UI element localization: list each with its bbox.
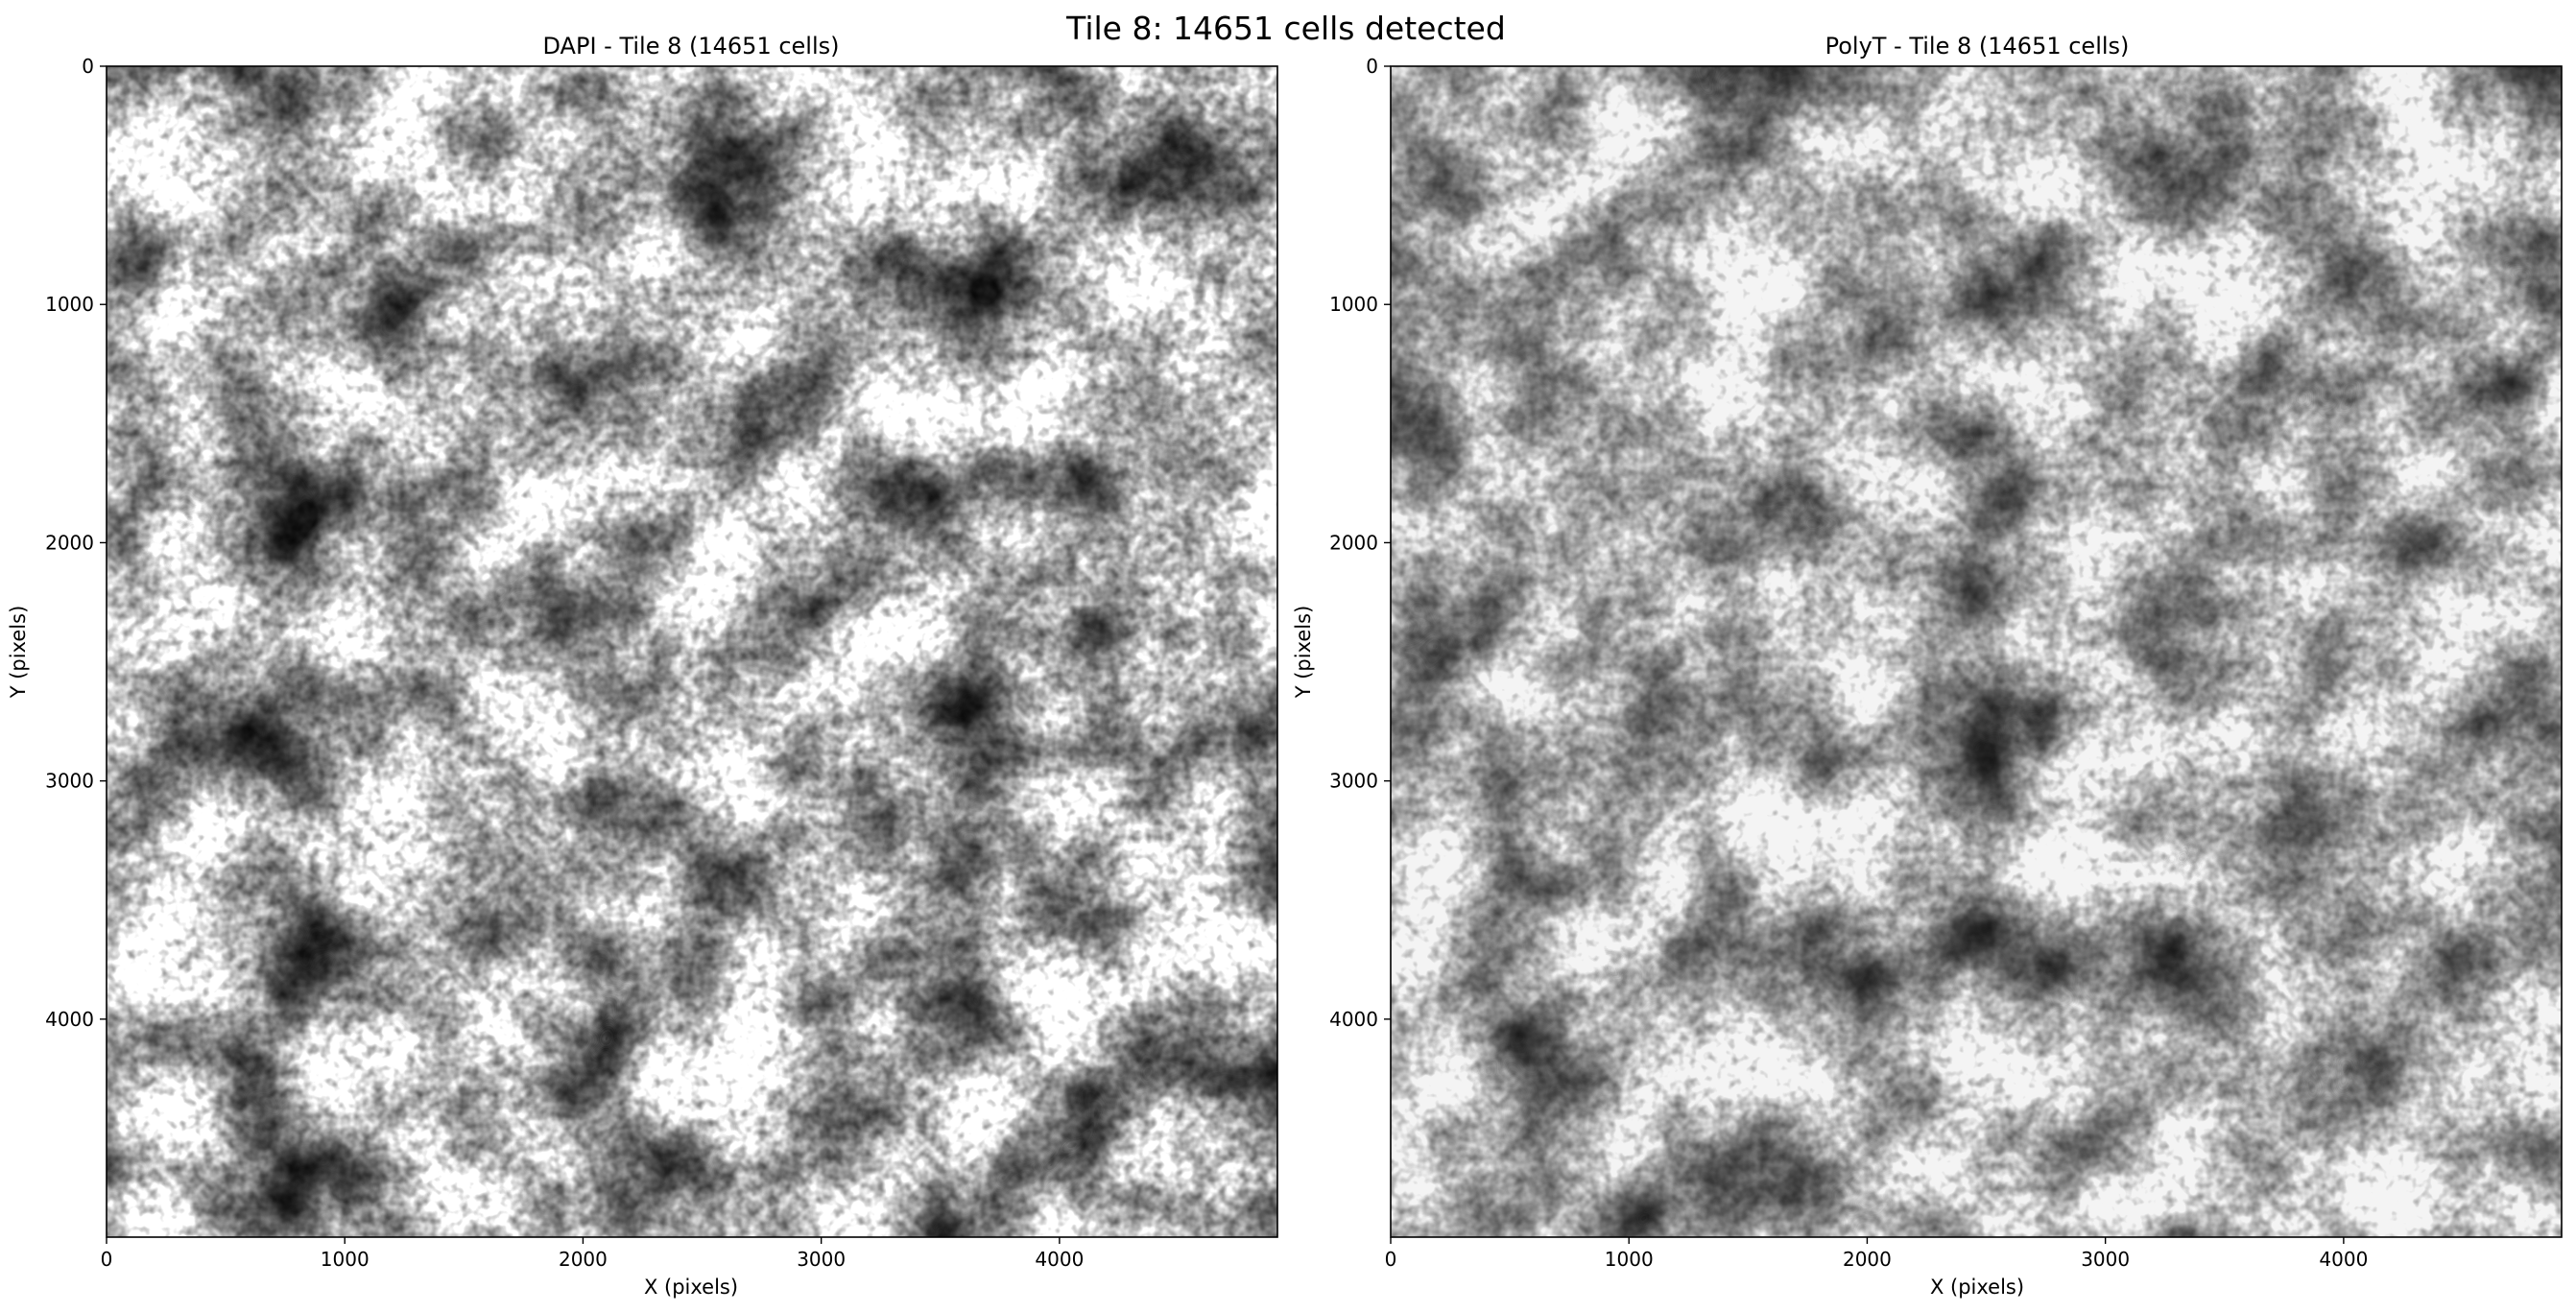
polyt-axes-frame [1390, 65, 2563, 1238]
dapi-y-tick-label: 2000 [45, 531, 94, 554]
dapi-x-tick-label: 1000 [321, 1248, 370, 1271]
polyt-y-tick-label: 4000 [1329, 1008, 1378, 1031]
polyt-ticks: 0 1000 2000 3000 4000 0 1000 2000 3000 4000 [1329, 55, 2368, 1271]
dapi-y-tick-label: 4000 [45, 1008, 94, 1031]
dapi-ticks: 0 1000 2000 3000 4000 0 1000 2000 3000 4000 [45, 55, 1084, 1271]
dapi-y-tick-label: 3000 [45, 770, 94, 793]
dapi-x-axis-label: X (pixels) [644, 1276, 738, 1299]
panel-polyt: PolyT - Tile 8 (14651 cells) 0 1000 2000 30… [1292, 33, 2563, 1299]
panel-title-polyt: PolyT - Tile 8 (14651 cells) [1825, 33, 2130, 60]
dapi-y-axis-label: Y (pixels) [7, 606, 30, 700]
polyt-y-tick-label: 1000 [1329, 293, 1378, 316]
polyt-y-tick-label: 0 [1366, 55, 1378, 78]
polyt-x-tick-label: 3000 [2081, 1248, 2130, 1271]
dapi-x-tick-label: 0 [101, 1248, 113, 1271]
polyt-x-tick-label: 4000 [2319, 1248, 2368, 1271]
panel-dapi: DAPI - Tile 8 (14651 cells) 0 1000 2000 300… [7, 33, 1278, 1299]
figure-suptitle: Tile 8: 14651 cells detected [1065, 10, 1506, 47]
dapi-axes-frame [106, 65, 1278, 1238]
polyt-x-tick-label: 2000 [1843, 1248, 1892, 1271]
polyt-microscopy-image [1391, 66, 2562, 1237]
dapi-microscopy-image [107, 66, 1277, 1237]
dapi-x-tick-label: 2000 [559, 1248, 608, 1271]
polyt-y-tick-label: 3000 [1329, 770, 1378, 793]
polyt-y-tick-label: 2000 [1329, 531, 1378, 554]
polyt-y-axis-label: Y (pixels) [1292, 606, 1315, 700]
polyt-x-axis-label: X (pixels) [1930, 1276, 2024, 1299]
dapi-y-tick-label: 1000 [45, 293, 94, 316]
polyt-x-tick-label: 0 [1385, 1248, 1397, 1271]
dapi-x-tick-label: 3000 [797, 1248, 846, 1271]
dapi-x-tick-label: 4000 [1035, 1248, 1084, 1271]
dapi-y-tick-label: 0 [82, 55, 94, 78]
polyt-x-tick-label: 1000 [1605, 1248, 1654, 1271]
panel-title-dapi: DAPI - Tile 8 (14651 cells) [543, 33, 840, 60]
